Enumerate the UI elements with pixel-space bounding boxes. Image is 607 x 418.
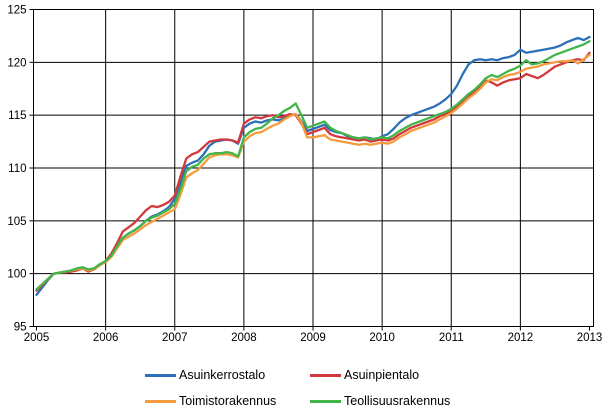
chart-canvas: 95 100 105 110 115 120 125 2005 2006 2007 2008 2009…	[7, 5, 603, 345]
x-axis-label: 2006	[93, 332, 119, 344]
chart-legend: Asuinkerrostalo Asuinpientalo Toimistorake…	[145, 367, 450, 409]
line-chart: 95 100 105 110 115 120 125 2005 2006 2007 2008 2009…	[7, 5, 603, 345]
legend-item-asuinkerrostalo: Asuinkerrostalo	[145, 367, 310, 383]
x-axis-label: 2008	[231, 332, 257, 344]
x-axis-label: 2011	[439, 332, 464, 344]
legend-label: Teollisuusrakennus	[344, 394, 451, 408]
legend-swatch-asuinkerrostalo	[145, 373, 176, 377]
legend-swatch-toimistorakennus	[145, 399, 176, 403]
legend-label: Asuinpientalo	[344, 368, 420, 382]
legend-swatch-asuinpientalo	[310, 373, 341, 377]
chart-gridlines	[33, 9, 594, 327]
x-axis-label: 2005	[24, 332, 50, 344]
axis-ticks	[29, 9, 590, 331]
legend-item-toimistorakennus: Toimistorakennus	[145, 393, 310, 409]
series-line-asuinpientalo	[35, 51, 591, 292]
x-axis-label: 2007	[162, 332, 188, 344]
y-axis-label: 100	[7, 269, 26, 281]
y-axis-label: 95	[14, 322, 27, 334]
x-axis-label: 2009	[300, 332, 326, 344]
legend-swatch-teollisuusrakennus	[310, 399, 341, 403]
y-axis-label: 120	[7, 57, 26, 69]
series-line-toimistorakennus	[35, 53, 591, 291]
series-line-teollisuusrakennus	[35, 40, 591, 291]
legend-label: Toimistorakennus	[179, 394, 277, 408]
x-axis-label: 2012	[508, 332, 534, 344]
x-axis-label: 2010	[369, 332, 395, 344]
legend-label: Asuinkerrostalo	[179, 368, 266, 382]
y-axis-label: 105	[7, 216, 26, 228]
x-axis-label: 2013	[577, 332, 603, 344]
legend-item-teollisuusrakennus: Teollisuusrakennus	[310, 393, 450, 409]
y-axis-label: 125	[7, 5, 26, 17]
y-axis-label: 115	[8, 110, 26, 122]
y-axis-label: 110	[8, 163, 26, 175]
legend-item-asuinpientalo: Asuinpientalo	[310, 367, 450, 383]
